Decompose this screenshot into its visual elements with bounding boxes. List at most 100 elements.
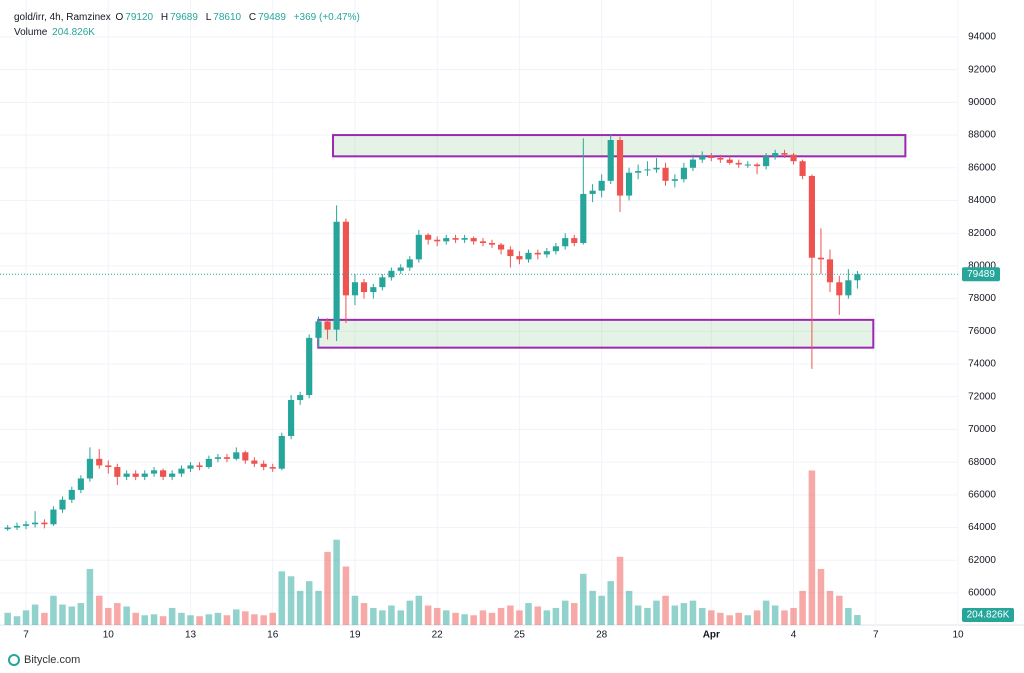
- symbol: gold/irr, 4h, Ramzinex: [14, 12, 111, 23]
- y-tick-label: 72000: [968, 391, 996, 402]
- candle-body: [370, 287, 377, 293]
- y-tick-label: 88000: [968, 130, 996, 141]
- volume-bar: [333, 539, 340, 625]
- candle-body: [552, 246, 559, 252]
- candle-body: [297, 395, 304, 400]
- volume-bar: [114, 603, 121, 625]
- volume-bar: [836, 595, 843, 625]
- candle-body: [196, 465, 203, 468]
- change: +369 (+0.47%): [293, 12, 360, 23]
- candle-body: [223, 457, 231, 459]
- candle-body: [708, 156, 715, 158]
- y-tick-label: 62000: [968, 555, 996, 566]
- volume-bar: [196, 616, 203, 625]
- volume-bar: [607, 581, 614, 625]
- volume-bar: [507, 605, 514, 625]
- candle-body: [662, 167, 669, 181]
- candle-body: [187, 465, 194, 469]
- candle-body: [781, 153, 788, 155]
- volume-bar: [278, 571, 286, 625]
- volume-bar: [205, 614, 213, 625]
- y-tick-label: 74000: [968, 359, 996, 370]
- y-tick-label: 78000: [968, 293, 996, 304]
- candle-body: [754, 164, 761, 167]
- volume-bar: [95, 595, 103, 625]
- volume-bars: [4, 470, 861, 625]
- volume-bar: [799, 590, 806, 625]
- volume-bar: [644, 607, 651, 625]
- volume-badge: [962, 608, 1014, 623]
- candle-body: [306, 337, 313, 396]
- volume-bar: [781, 610, 788, 625]
- price-badge-label: 79489: [967, 269, 995, 280]
- volume-bar: [342, 566, 350, 625]
- volume-bar: [77, 603, 85, 625]
- candle-body: [351, 282, 359, 296]
- candle-body: [452, 238, 459, 240]
- candle-body: [415, 234, 422, 260]
- candle-body: [653, 167, 660, 170]
- candle-body: [77, 478, 84, 490]
- candle-body: [132, 473, 139, 477]
- candle-body: [443, 238, 450, 242]
- volume-bar: [808, 470, 816, 625]
- x-tick-label: 25: [514, 630, 526, 641]
- candle-body: [497, 244, 505, 250]
- volume-bar: [653, 600, 660, 625]
- volume-bar: [251, 614, 258, 625]
- candle-body: [534, 252, 541, 255]
- volume-bar: [168, 607, 176, 625]
- candle-body: [616, 139, 624, 196]
- l-value: 78610: [213, 12, 242, 23]
- candle-body: [799, 161, 806, 176]
- candle-body: [516, 256, 523, 260]
- candle-body: [607, 139, 614, 181]
- volume-bar: [159, 616, 167, 625]
- candle-body: [598, 180, 605, 191]
- volume-bar: [616, 556, 624, 625]
- volume-bar: [854, 615, 861, 625]
- volume-bar: [433, 607, 441, 625]
- volume-bar: [753, 610, 761, 625]
- volume-bar: [4, 612, 11, 625]
- volume-bar: [488, 612, 496, 625]
- volume-legend: Volume 204.826K: [14, 27, 100, 38]
- volume-bar: [178, 612, 185, 625]
- volume-bar: [845, 607, 852, 625]
- y-tick-label: 94000: [968, 32, 996, 43]
- volume-bar: [370, 607, 377, 625]
- candle-body: [434, 239, 441, 242]
- candle-body: [671, 179, 678, 181]
- volume-bar: [59, 604, 66, 625]
- candle-body: [41, 522, 48, 525]
- volume-bar: [662, 595, 669, 625]
- volume-bar: [150, 614, 158, 625]
- y-tick-label: 60000: [968, 588, 996, 599]
- candle-body: [68, 489, 75, 500]
- candle-body: [123, 473, 130, 477]
- volume-bar: [826, 590, 834, 625]
- candle-body: [689, 159, 697, 168]
- candle-body: [50, 509, 57, 525]
- volume-bar: [461, 614, 468, 625]
- volume-bar: [634, 605, 642, 625]
- volume-bar: [296, 590, 304, 625]
- zone: [317, 318, 875, 349]
- candle-body: [13, 525, 21, 528]
- candle-body: [288, 399, 295, 436]
- volume-bar: [552, 607, 560, 625]
- x-tick-label: 28: [596, 630, 608, 641]
- volume-bar: [13, 616, 21, 625]
- candle-body: [680, 167, 687, 180]
- candle-body: [425, 234, 432, 240]
- candle-body: [22, 524, 30, 526]
- y-tick-label: 76000: [968, 326, 996, 337]
- candle-body: [388, 270, 395, 278]
- candle-body: [580, 193, 587, 244]
- candle-body: [763, 156, 770, 167]
- volume-bar: [735, 612, 742, 625]
- candle-body: [845, 280, 852, 296]
- volume-bar: [132, 612, 139, 625]
- o-value: 79120: [125, 12, 154, 23]
